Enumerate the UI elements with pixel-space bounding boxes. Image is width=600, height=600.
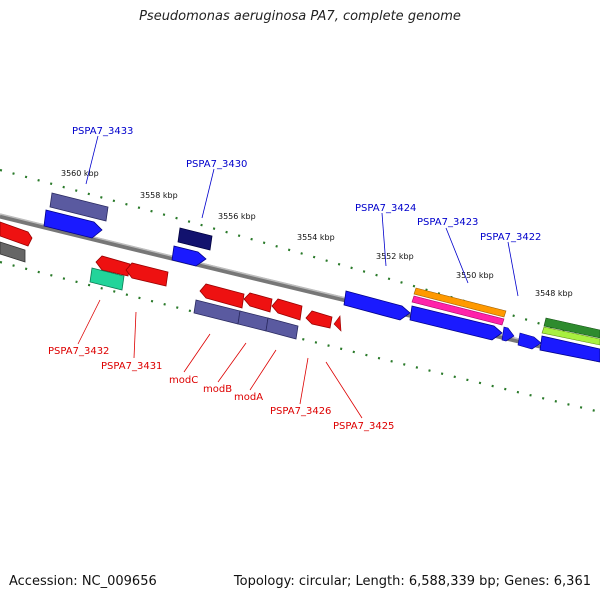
scale-label: 3548 kbp xyxy=(535,289,573,298)
gene-PSPA7_3430-blue[interactable] xyxy=(171,245,207,267)
gene-modB-purple[interactable] xyxy=(237,310,269,332)
gene-PSPA7_3433-blue[interactable] xyxy=(43,209,103,239)
gene-PSPA7_3432-teal[interactable] xyxy=(89,267,125,291)
gene-PSPA7_3431[interactable] xyxy=(125,262,169,287)
gene-label-PSPA7_3422[interactable]: PSPA7_3422 xyxy=(480,232,541,243)
bottom-gene-labels xyxy=(77,299,363,419)
gene-label-PSPA7_3425[interactable]: PSPA7_3425 xyxy=(333,421,394,432)
gene-PSPA7_3433-purple[interactable] xyxy=(49,192,109,222)
gene-label-PSPA7_3431[interactable]: PSPA7_3431 xyxy=(101,361,162,372)
gene-label-modA[interactable]: modA xyxy=(234,392,263,403)
gene-label-PSPA7_3432[interactable]: PSPA7_3432 xyxy=(48,346,109,357)
accession-label: Accession: NC_009656 xyxy=(9,574,157,589)
gene-PSPA7_3430-navy[interactable] xyxy=(177,227,213,251)
gene-right-darkgreen[interactable] xyxy=(543,317,600,339)
gene-label-PSPA7_3426[interactable]: PSPA7_3426 xyxy=(270,406,331,417)
scale-label: 3552 kbp xyxy=(376,252,414,261)
gene-PSPA7_3423-magenta[interactable] xyxy=(411,295,505,326)
gene-PSPA7_3425[interactable] xyxy=(333,315,342,332)
scale-label: 3558 kbp xyxy=(140,191,178,200)
gene-modC[interactable] xyxy=(199,283,245,309)
scale-label: 3560 kbp xyxy=(61,169,99,178)
gene-modB[interactable] xyxy=(243,292,273,313)
gene-partial-left-gray[interactable] xyxy=(0,241,26,263)
gene-small-blue-1[interactable] xyxy=(501,326,515,342)
gene-modA[interactable] xyxy=(271,298,303,321)
gene-PSPA7_3423-blue[interactable] xyxy=(409,305,503,341)
scale-label: 3554 kbp xyxy=(297,233,335,242)
gene-label-PSPA7_3430[interactable]: PSPA7_3430 xyxy=(186,159,247,170)
scale-label: 3550 kbp xyxy=(456,271,494,280)
gene-label-modC[interactable]: modC xyxy=(169,375,198,386)
gene-modA-purple[interactable] xyxy=(265,317,299,340)
gene-partial-left-red[interactable] xyxy=(0,221,33,247)
gene-right-lightgreen[interactable] xyxy=(541,326,600,346)
scale-label: 3556 kbp xyxy=(218,212,256,221)
gene-label-PSPA7_3423[interactable]: PSPA7_3423 xyxy=(417,217,478,228)
top-gene-labels xyxy=(85,135,519,297)
gene-PSPA7_3426[interactable] xyxy=(305,310,333,329)
gene-label-PSPA7_3424[interactable]: PSPA7_3424 xyxy=(355,203,416,214)
gene-PSPA7_3424[interactable] xyxy=(343,290,411,321)
map-title: Pseudomonas aeruginosa PA7, complete gen… xyxy=(139,9,461,24)
gene-label-modB[interactable]: modB xyxy=(203,384,232,395)
gene-label-PSPA7_3433[interactable]: PSPA7_3433 xyxy=(72,126,133,137)
gene-right-blue[interactable] xyxy=(539,335,600,363)
genome-summary: Topology: circular; Length: 6,588,339 bp… xyxy=(233,574,591,589)
gene-PSPA7_3423-orange[interactable] xyxy=(413,287,507,318)
scale-labels: 3560 kbp 3558 kbp 3556 kbp 3554 kbp 3552… xyxy=(61,169,573,298)
gene-PSPA7_3422-blue[interactable] xyxy=(517,332,542,350)
